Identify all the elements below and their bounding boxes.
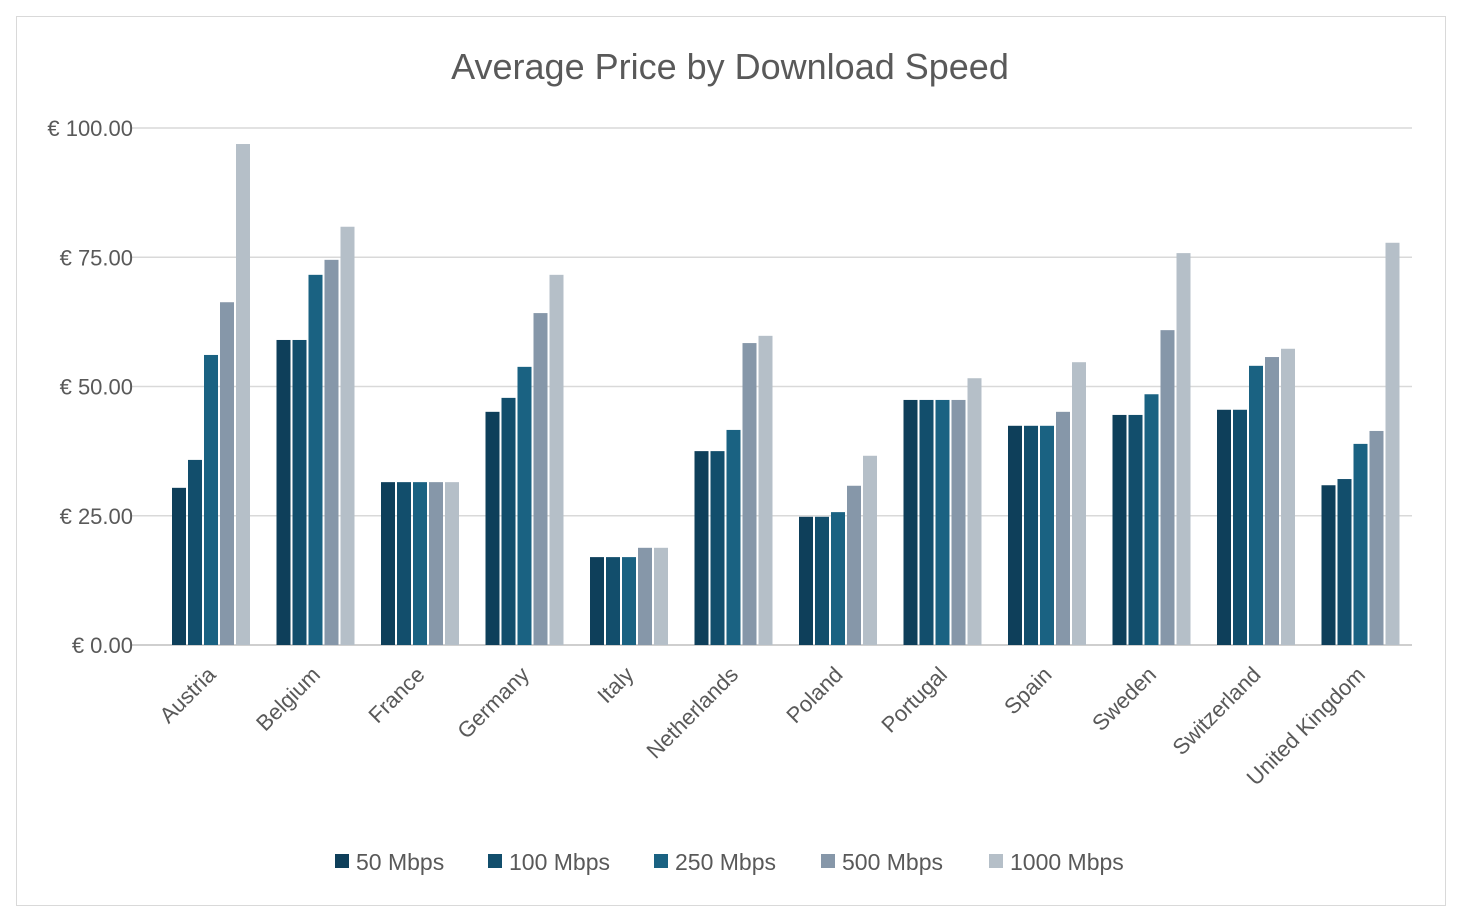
bar [485, 411, 500, 645]
bar [1112, 414, 1127, 645]
bar [967, 378, 982, 645]
bar [726, 429, 741, 645]
bar [847, 485, 861, 645]
bar [1353, 443, 1368, 645]
bar [951, 399, 966, 645]
legend-swatch [488, 854, 502, 868]
bar [549, 274, 564, 645]
bar [1233, 409, 1247, 645]
x-tick-label: Belgium [251, 662, 325, 736]
x-tick-label: Switzerland [1167, 662, 1265, 760]
y-tick-label: € 100.00 [47, 116, 133, 141]
legend-swatch [821, 854, 835, 868]
bar [340, 226, 355, 645]
chart-frame [16, 16, 1446, 906]
bar [1024, 425, 1038, 645]
bar [204, 354, 218, 645]
bar [517, 366, 532, 645]
y-tick-label: € 0.00 [72, 633, 133, 658]
bar [1385, 242, 1400, 646]
x-tick-label: France [363, 662, 429, 728]
bar [1321, 485, 1336, 645]
bar [758, 335, 773, 645]
bar [292, 339, 307, 645]
x-tick-label: Portugal [876, 662, 952, 738]
chart-title: Average Price by Download Speed [451, 46, 1009, 87]
legend-swatch [654, 854, 668, 868]
y-tick-label: € 25.00 [60, 504, 133, 529]
bar [1337, 479, 1352, 645]
legend-label: 50 Mbps [356, 849, 444, 875]
bar [710, 451, 725, 645]
legend-label: 500 Mbps [842, 849, 943, 875]
bar [236, 144, 250, 646]
x-tick-label: Spain [999, 662, 1056, 719]
bar [919, 399, 934, 645]
y-tick-label: € 50.00 [60, 375, 133, 400]
x-tick-label: Netherlands [641, 662, 743, 764]
bar [590, 557, 604, 645]
legend-label: 1000 Mbps [1010, 849, 1124, 875]
x-tick-label: Austria [154, 661, 221, 728]
bar [815, 516, 829, 645]
bar [831, 512, 845, 645]
bar [1369, 430, 1384, 645]
bar [1281, 348, 1295, 645]
bar [1056, 411, 1070, 645]
bar [172, 487, 186, 645]
bar [903, 399, 918, 645]
bar [1040, 425, 1054, 645]
legend-label: 100 Mbps [509, 849, 610, 875]
bar [1008, 425, 1022, 645]
legend-label: 250 Mbps [675, 849, 776, 875]
bar [397, 482, 411, 645]
bar [1217, 409, 1231, 645]
bar [1128, 414, 1143, 645]
bar [799, 516, 813, 645]
legend-swatch [335, 854, 349, 868]
x-tick-label: Sweden [1087, 662, 1161, 736]
bar [308, 274, 323, 645]
bar [220, 302, 234, 645]
bar [1160, 330, 1175, 645]
x-tick-label: Italy [592, 662, 638, 708]
y-tick-label: € 75.00 [60, 245, 133, 270]
bar [1249, 365, 1263, 645]
bar [429, 482, 443, 645]
bar [381, 482, 395, 645]
bar [742, 343, 757, 645]
bar [622, 557, 636, 645]
x-tick-label: Germany [452, 662, 534, 744]
bar [638, 547, 652, 645]
legend-swatch [989, 854, 1003, 868]
bar [413, 482, 427, 645]
bar [1072, 362, 1086, 645]
bar [324, 259, 339, 645]
bar [863, 455, 877, 645]
bar [694, 451, 709, 645]
bar [1144, 394, 1159, 645]
bar [501, 397, 516, 645]
x-tick-label: Poland [781, 662, 847, 728]
bar [654, 547, 668, 645]
bar [1176, 253, 1191, 645]
bar [606, 557, 620, 645]
bar [1265, 357, 1279, 645]
bar [445, 482, 459, 645]
bar [935, 399, 950, 645]
bar [188, 459, 202, 645]
bar [276, 339, 291, 645]
bar [533, 313, 548, 645]
